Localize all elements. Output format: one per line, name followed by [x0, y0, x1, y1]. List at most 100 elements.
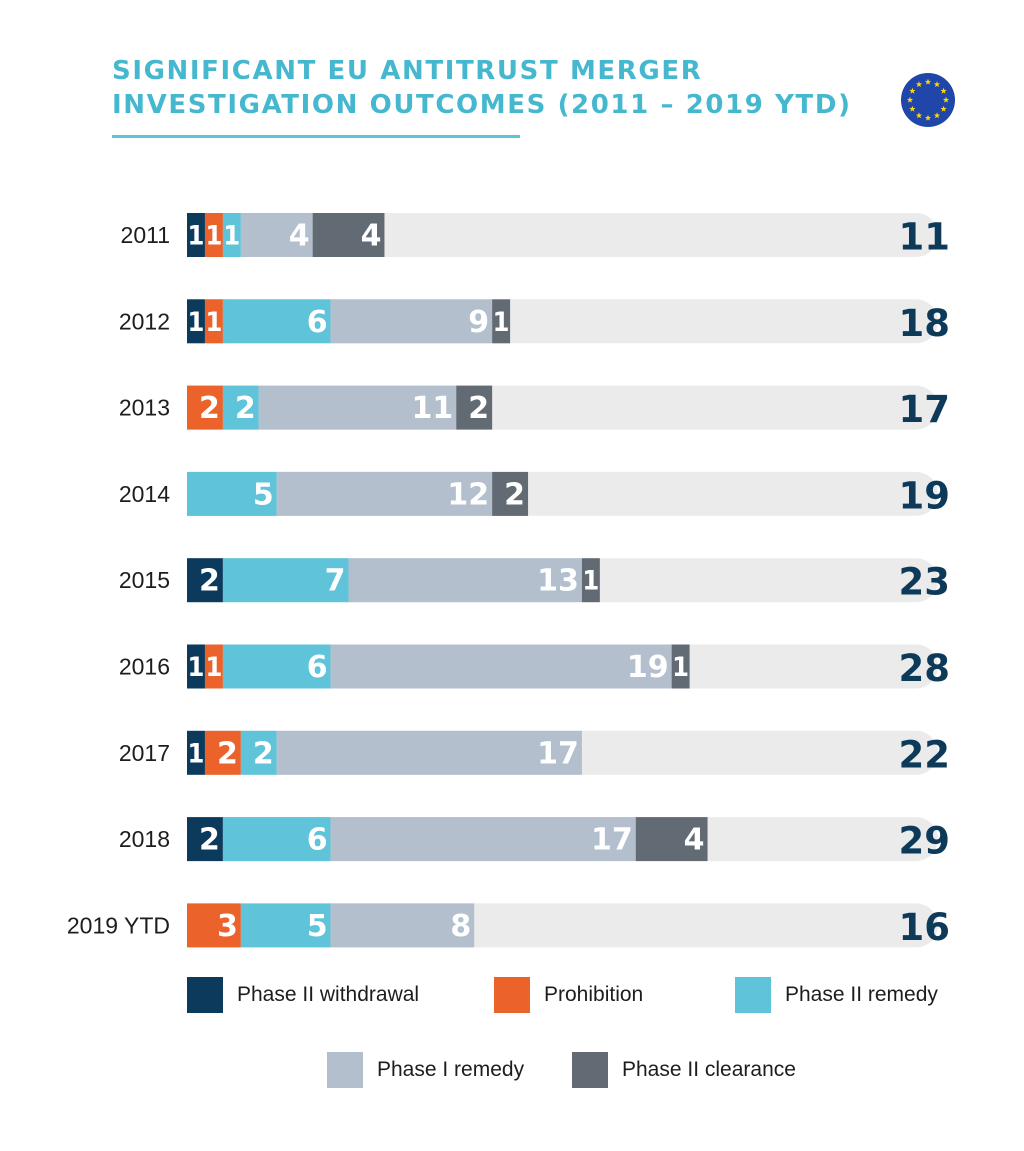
bar-segment-phase-ii-remedy-2018: [222, 817, 331, 862]
total-label-2011: 11: [899, 216, 951, 259]
data-label: 1: [205, 221, 222, 252]
bar-segment-prohibition-2016: [204, 644, 223, 689]
data-label: 2: [199, 391, 220, 426]
category-label-2019-ytd: 2019 YTD: [67, 912, 170, 938]
category-label-2016: 2016: [119, 654, 170, 680]
bar-segment-phase-i-remedy-2016: [330, 644, 672, 689]
title-underline: [112, 135, 520, 138]
data-label: 4: [684, 823, 705, 858]
flag-star: [915, 112, 923, 119]
data-label: 12: [447, 477, 489, 512]
flag-star: [924, 114, 932, 121]
data-label: 7: [325, 564, 346, 599]
bar-segment-prohibition-2013: [187, 385, 223, 430]
bar-segment-prohibition-2011: [204, 213, 223, 257]
data-label: 17: [537, 736, 579, 771]
data-label: 1: [493, 307, 510, 338]
total-label-2017: 22: [899, 733, 951, 776]
category-label-2013: 2013: [119, 395, 170, 421]
data-label: 1: [223, 221, 240, 252]
data-label: 6: [307, 823, 328, 858]
legend-label: Phase II clearance: [622, 1058, 796, 1081]
legend-swatch: [735, 977, 771, 1013]
bar-segment-phase-ii-withdrawal-2011: [187, 213, 205, 257]
bar-segment-phase-ii-remedy-2019-ytd: [240, 903, 331, 948]
bar-segment-phase-ii-remedy-2016: [222, 644, 331, 689]
legend-label: Phase II remedy: [785, 983, 938, 1006]
flag-star: [909, 87, 916, 94]
data-label: 6: [307, 305, 328, 340]
data-label: 17: [591, 823, 633, 858]
data-label: 3: [217, 909, 238, 944]
bar-segment-phase-ii-clearance-2018: [635, 817, 708, 862]
bar-segment-phase-ii-remedy-2013: [222, 385, 259, 430]
category-label-2012: 2012: [119, 308, 170, 334]
legend-item-phase-ii-remedy: Phase II remedy: [735, 977, 938, 1013]
data-label: 13: [537, 564, 579, 599]
flag-star: [940, 105, 947, 112]
data-label: 1: [188, 652, 205, 683]
legend-swatch: [327, 1052, 363, 1088]
bar-segment-phase-i-remedy-2019-ytd: [330, 903, 475, 948]
flag-star: [915, 81, 923, 88]
data-label: 6: [307, 650, 328, 685]
flag-star: [924, 78, 932, 85]
flag-star: [933, 112, 941, 119]
flag-star: [933, 81, 941, 88]
bar-segment-phase-i-remedy-2018: [330, 817, 636, 862]
bar-segment-phase-ii-remedy-2017: [240, 730, 277, 775]
legend-item-phase-ii-withdrawal: Phase II withdrawal: [187, 977, 419, 1013]
bar-segment-phase-ii-withdrawal-2015: [187, 558, 223, 603]
legend-item-prohibition: Prohibition: [494, 977, 643, 1013]
flag-star: [909, 105, 916, 112]
category-label-2018: 2018: [119, 826, 170, 852]
data-label: 2: [199, 564, 220, 599]
data-label: 1: [188, 307, 205, 338]
data-label: 1: [582, 566, 599, 597]
data-label: 1: [188, 738, 205, 769]
legend-swatch: [494, 977, 530, 1013]
total-label-2016: 28: [899, 647, 951, 690]
bar-segment-prohibition-2019-ytd: [187, 903, 241, 948]
flag-star: [940, 87, 947, 94]
total-label-2012: 18: [899, 302, 951, 345]
legend-swatch: [187, 977, 223, 1013]
bar-segment-phase-ii-clearance-2011: [312, 213, 385, 257]
data-label: 1: [205, 652, 222, 683]
data-label: 19: [627, 650, 669, 685]
bar-segment-phase-ii-remedy-2014: [187, 471, 277, 516]
legend-item-phase-i-remedy: Phase I remedy: [327, 1052, 524, 1088]
data-label: 2: [468, 391, 489, 426]
title-line-2: INVESTIGATION OUTCOMES (2011 – 2019 YTD): [112, 90, 852, 120]
data-label: 4: [361, 219, 382, 254]
category-label-2011: 2011: [121, 222, 170, 248]
data-label: 1: [205, 307, 222, 338]
legend-label: Prohibition: [544, 983, 644, 1006]
data-label: 11: [412, 391, 454, 426]
category-label-2015: 2015: [119, 567, 170, 593]
data-label: 2: [504, 477, 525, 512]
data-label: 9: [468, 305, 489, 340]
bar-segment-phase-ii-withdrawal-2017: [187, 730, 205, 775]
flag-star: [942, 96, 950, 103]
bar-segment-phase-ii-clearance-2013: [456, 385, 493, 430]
total-label-2018: 29: [899, 820, 951, 863]
bar-segment-prohibition-2012: [204, 299, 223, 344]
category-label-2017: 2017: [119, 740, 170, 766]
eu-flag-icon: [901, 73, 955, 127]
category-label-2014: 2014: [119, 481, 170, 507]
total-label-2015: 23: [899, 561, 951, 604]
bar-segment-phase-ii-clearance-2016: [671, 644, 690, 689]
bar-segment-phase-ii-clearance-2014: [492, 471, 529, 516]
bar-segment-phase-ii-remedy-2015: [222, 558, 349, 603]
total-label-2019-ytd: 16: [899, 906, 951, 949]
bar-segment-phase-ii-withdrawal-2012: [187, 299, 205, 344]
title-line-1: SIGNIFICANT EU ANTITRUST MERGER: [112, 56, 703, 86]
chart-title: SIGNIFICANT EU ANTITRUST MERGER INVESTIG…: [112, 54, 852, 122]
data-label: 2: [253, 736, 274, 771]
bar-segment-phase-ii-remedy-2011: [222, 213, 241, 257]
bar-segment-phase-ii-remedy-2012: [222, 299, 331, 344]
total-label-2014: 19: [899, 474, 951, 517]
data-label: 1: [188, 221, 205, 252]
